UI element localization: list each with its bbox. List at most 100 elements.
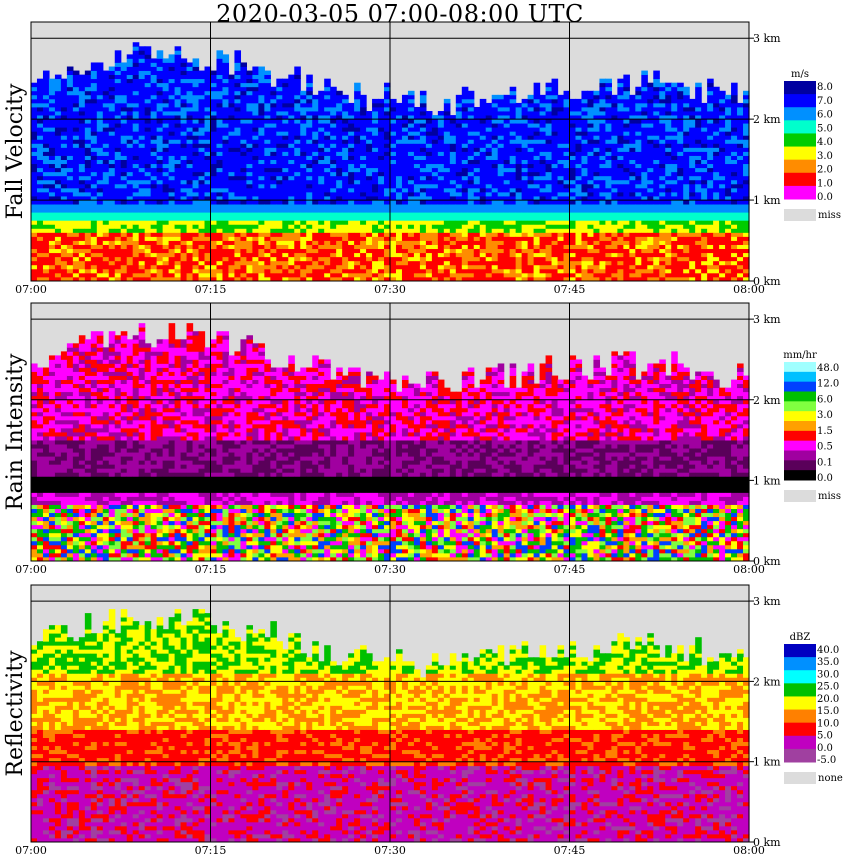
data-cell bbox=[204, 423, 212, 433]
data-cell bbox=[318, 159, 325, 165]
data-cell bbox=[533, 106, 541, 112]
data-cell bbox=[653, 248, 660, 258]
data-cell bbox=[743, 200, 750, 205]
data-cell bbox=[156, 383, 164, 389]
data-cell bbox=[222, 191, 230, 201]
data-cell bbox=[563, 244, 571, 250]
data-cell bbox=[413, 139, 421, 144]
data-cell bbox=[515, 248, 523, 254]
data-cell bbox=[419, 127, 427, 132]
data-cell bbox=[132, 512, 140, 518]
data-cell bbox=[461, 111, 469, 124]
data-cell bbox=[126, 143, 134, 148]
data-cell bbox=[60, 532, 68, 538]
data-cell bbox=[192, 155, 200, 173]
data-cell bbox=[635, 135, 642, 140]
data-cell bbox=[623, 74, 630, 88]
data-cell bbox=[725, 135, 732, 140]
data-cell bbox=[114, 151, 122, 160]
data-cell bbox=[497, 196, 505, 201]
data-cell bbox=[425, 187, 433, 197]
data-cell bbox=[126, 540, 134, 546]
data-cell bbox=[138, 147, 146, 169]
data-cell bbox=[156, 387, 164, 397]
data-cell bbox=[192, 476, 200, 493]
data-cell bbox=[324, 151, 331, 156]
data-cell bbox=[246, 183, 253, 189]
data-cell bbox=[569, 196, 577, 201]
data-cell bbox=[491, 212, 499, 221]
data-cell bbox=[671, 171, 678, 181]
data-cell bbox=[270, 524, 277, 530]
data-cell bbox=[707, 119, 714, 124]
data-cell bbox=[186, 70, 194, 80]
data-cell bbox=[198, 183, 206, 201]
data-cell bbox=[210, 163, 218, 177]
data-cell bbox=[108, 415, 116, 421]
data-cell bbox=[252, 82, 259, 88]
data-cell bbox=[138, 50, 146, 55]
data-cell bbox=[617, 252, 624, 258]
data-cell bbox=[330, 236, 337, 245]
data-cell bbox=[509, 236, 517, 250]
data-cell bbox=[695, 143, 702, 148]
data-cell bbox=[479, 135, 487, 140]
data-cell bbox=[437, 139, 445, 152]
data-cell bbox=[240, 383, 247, 393]
data-cell bbox=[150, 504, 158, 509]
data-cell bbox=[180, 411, 188, 417]
data-cell bbox=[659, 224, 666, 229]
data-cell bbox=[210, 111, 218, 116]
data-cell bbox=[342, 204, 349, 213]
data-cell bbox=[467, 155, 475, 160]
data-cell bbox=[282, 468, 289, 473]
data-cell bbox=[593, 94, 601, 100]
data-cell bbox=[90, 256, 98, 266]
data-cell bbox=[54, 532, 62, 538]
data-cell bbox=[78, 191, 86, 197]
data-cell bbox=[701, 272, 708, 282]
data-cell bbox=[174, 115, 182, 120]
data-cell bbox=[419, 256, 427, 266]
data-cell bbox=[491, 240, 499, 262]
data-cell bbox=[162, 504, 170, 509]
data-cell bbox=[228, 151, 236, 173]
data-cell bbox=[246, 232, 253, 237]
data-cell bbox=[138, 359, 146, 364]
data-cell bbox=[96, 419, 104, 425]
data-cell bbox=[54, 395, 62, 401]
data-cell bbox=[719, 115, 726, 120]
data-cell bbox=[132, 399, 140, 409]
data-cell bbox=[204, 448, 212, 453]
data-cell bbox=[108, 544, 116, 550]
data-cell bbox=[743, 183, 750, 197]
data-cell bbox=[150, 58, 158, 63]
data-cell bbox=[180, 155, 188, 160]
data-cell bbox=[162, 62, 170, 84]
data-cell bbox=[509, 131, 517, 136]
data-cell bbox=[222, 244, 230, 250]
data-cell bbox=[264, 240, 271, 250]
data-cell bbox=[515, 276, 523, 282]
data-cell bbox=[659, 244, 666, 250]
data-cell bbox=[276, 204, 283, 213]
data-cell bbox=[210, 220, 218, 225]
data-cell bbox=[174, 111, 182, 116]
data-cell bbox=[126, 367, 134, 372]
data-cell bbox=[431, 115, 439, 120]
data-cell bbox=[300, 236, 307, 250]
data-cell bbox=[635, 232, 642, 237]
data-cell bbox=[222, 143, 230, 189]
data-cell bbox=[234, 548, 242, 554]
data-cell bbox=[683, 252, 690, 258]
data-cell bbox=[455, 175, 463, 185]
data-cell bbox=[473, 260, 481, 266]
data-cell bbox=[647, 252, 654, 258]
data-cell bbox=[246, 90, 253, 96]
data-cell bbox=[72, 347, 80, 352]
data-cell bbox=[198, 440, 206, 445]
data-cell bbox=[390, 98, 397, 108]
data-cell bbox=[342, 119, 349, 124]
data-cell bbox=[90, 244, 98, 250]
data-cell bbox=[407, 135, 415, 140]
